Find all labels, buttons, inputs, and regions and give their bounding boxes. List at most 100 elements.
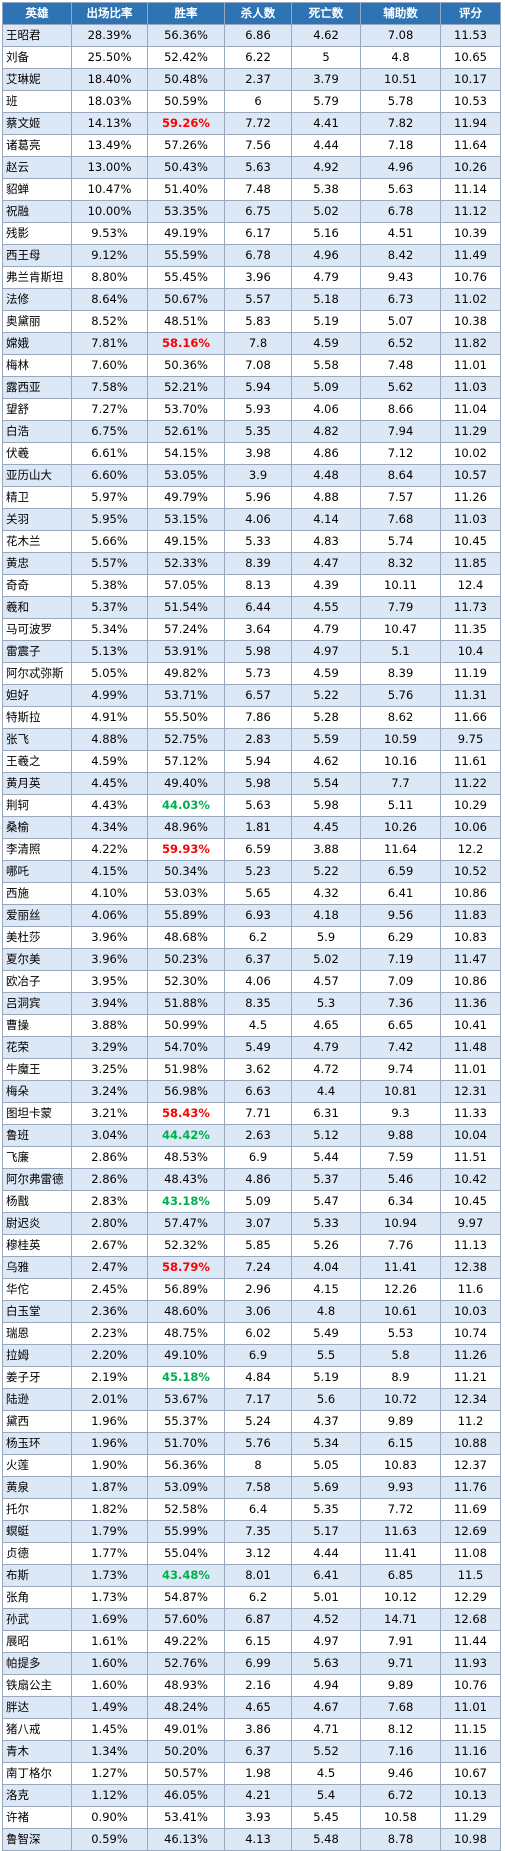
pick-rate-cell: 1.90%	[71, 1454, 148, 1477]
assists-cell: 8.64	[360, 464, 441, 487]
score-cell: 11.01	[440, 1058, 501, 1081]
pick-rate-cell: 1.69%	[71, 1608, 148, 1631]
win-rate-cell: 49.01%	[147, 1718, 225, 1741]
kills-cell: 6.78	[224, 244, 292, 267]
table-row: 特斯拉 4.91% 55.50% 7.86 5.28 8.62 11.66	[2, 706, 501, 729]
kills-cell: 3.62	[224, 1058, 292, 1081]
pick-rate-cell: 5.97%	[71, 486, 148, 509]
table-row: 螟蜓 1.79% 55.99% 7.35 5.17 11.63 12.69	[2, 1520, 501, 1543]
win-rate-cell: 56.36%	[147, 1454, 225, 1477]
kills-cell: 6.37	[224, 1740, 292, 1763]
header-pick-rate[interactable]: 出场比率	[71, 2, 148, 25]
kills-cell: 5.94	[224, 376, 292, 399]
pick-rate-cell: 10.47%	[71, 178, 148, 201]
pick-rate-cell: 18.03%	[71, 90, 148, 113]
table-row: 关羽 5.95% 53.15% 4.06 4.14 7.68 11.03	[2, 508, 501, 531]
kills-cell: 8.39	[224, 552, 292, 575]
pick-rate-cell: 5.38%	[71, 574, 148, 597]
kills-cell: 5.63	[224, 794, 292, 817]
hero-name-cell: 阿尔忒弥斯	[2, 662, 72, 685]
assists-cell: 7.09	[360, 970, 441, 993]
table-row: 火莲 1.90% 56.36% 8 5.05 10.83 12.37	[2, 1454, 501, 1477]
hero-name-cell: 花木兰	[2, 530, 72, 553]
win-rate-cell: 56.98%	[147, 1080, 225, 1103]
assists-cell: 5.46	[360, 1168, 441, 1191]
table-row: 黄月英 4.45% 49.40% 5.98 5.54 7.7 11.22	[2, 772, 501, 795]
hero-name-cell: 猪八戒	[2, 1718, 72, 1741]
deaths-cell: 4.79	[291, 266, 361, 289]
deaths-cell: 5.47	[291, 1190, 361, 1213]
hero-name-cell: 法修	[2, 288, 72, 311]
table-row: 奇奇 5.38% 57.05% 8.13 4.39 10.11 12.4	[2, 574, 501, 597]
kills-cell: 5.65	[224, 882, 292, 905]
pick-rate-cell: 4.99%	[71, 684, 148, 707]
score-cell: 11.13	[440, 1234, 501, 1257]
kills-cell: 6.9	[224, 1146, 292, 1169]
score-cell: 10.13	[440, 1784, 501, 1807]
header-score[interactable]: 评分	[440, 2, 501, 25]
deaths-cell: 4.4	[291, 1080, 361, 1103]
assists-cell: 5.53	[360, 1322, 441, 1345]
hero-name-cell: 西施	[2, 882, 72, 905]
deaths-cell: 4.88	[291, 486, 361, 509]
pick-rate-cell: 1.87%	[71, 1476, 148, 1499]
table-row: 华佗 2.45% 56.89% 2.96 4.15 12.26 11.6	[2, 1278, 501, 1301]
kills-cell: 5.23	[224, 860, 292, 883]
pick-rate-cell: 1.73%	[71, 1564, 148, 1587]
assists-cell: 6.41	[360, 882, 441, 905]
kills-cell: 5.85	[224, 1234, 292, 1257]
pick-rate-cell: 2.45%	[71, 1278, 148, 1301]
kills-cell: 7.56	[224, 134, 292, 157]
hero-name-cell: 白玉堂	[2, 1300, 72, 1323]
assists-cell: 10.59	[360, 728, 441, 751]
assists-cell: 7.91	[360, 1630, 441, 1653]
pick-rate-cell: 7.27%	[71, 398, 148, 421]
hero-name-cell: 奥黛丽	[2, 310, 72, 333]
header-hero[interactable]: 英雄	[2, 2, 72, 25]
deaths-cell: 5.01	[291, 1586, 361, 1609]
header-kills[interactable]: 杀人数	[224, 2, 292, 25]
score-cell: 9.75	[440, 728, 501, 751]
deaths-cell: 5.58	[291, 354, 361, 377]
header-deaths[interactable]: 死亡数	[291, 2, 361, 25]
hero-name-cell: 西王母	[2, 244, 72, 267]
win-rate-cell: 55.59%	[147, 244, 225, 267]
assists-cell: 5.63	[360, 178, 441, 201]
deaths-cell: 5.16	[291, 222, 361, 245]
header-assists[interactable]: 辅助数	[360, 2, 441, 25]
hero-name-cell: 奇奇	[2, 574, 72, 597]
table-row: 陆逊 2.01% 53.67% 7.17 5.6 10.72 12.34	[2, 1388, 501, 1411]
hero-name-cell: 洛克	[2, 1784, 72, 1807]
assists-cell: 8.62	[360, 706, 441, 729]
assists-cell: 6.15	[360, 1432, 441, 1455]
score-cell: 9.97	[440, 1212, 501, 1235]
kills-cell: 3.07	[224, 1212, 292, 1235]
deaths-cell: 4.59	[291, 662, 361, 685]
assists-cell: 6.72	[360, 1784, 441, 1807]
pick-rate-cell: 3.96%	[71, 926, 148, 949]
pick-rate-cell: 2.86%	[71, 1146, 148, 1169]
deaths-cell: 5.59	[291, 728, 361, 751]
hero-name-cell: 黄泉	[2, 1476, 72, 1499]
deaths-cell: 4.47	[291, 552, 361, 575]
score-cell: 12.31	[440, 1080, 501, 1103]
kills-cell: 7.35	[224, 1520, 292, 1543]
win-rate-cell: 54.15%	[147, 442, 225, 465]
pick-rate-cell: 2.86%	[71, 1168, 148, 1191]
deaths-cell: 4.62	[291, 750, 361, 773]
hero-name-cell: 阿尔弗雷德	[2, 1168, 72, 1191]
score-cell: 11.47	[440, 948, 501, 971]
pick-rate-cell: 1.34%	[71, 1740, 148, 1763]
score-cell: 12.2	[440, 838, 501, 861]
hero-name-cell: 桑榆	[2, 816, 72, 839]
pick-rate-cell: 7.81%	[71, 332, 148, 355]
pick-rate-cell: 8.52%	[71, 310, 148, 333]
hero-name-cell: 张角	[2, 1586, 72, 1609]
deaths-cell: 5.34	[291, 1432, 361, 1455]
table-row: 诸葛亮 13.49% 57.26% 7.56 4.44 7.18 11.64	[2, 134, 501, 157]
assists-cell: 9.88	[360, 1124, 441, 1147]
win-rate-cell: 49.22%	[147, 1630, 225, 1653]
assists-cell: 11.41	[360, 1542, 441, 1565]
header-win-rate[interactable]: 胜率	[147, 2, 225, 25]
